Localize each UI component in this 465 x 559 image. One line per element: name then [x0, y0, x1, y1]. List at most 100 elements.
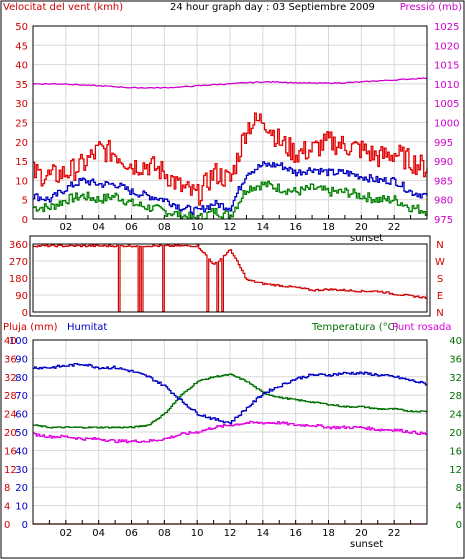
compass-label-n: N: [436, 308, 443, 319]
direction-panel-border: [29, 235, 431, 317]
series-layer: [32, 77, 428, 525]
temperature-tick-label: 8: [456, 483, 462, 494]
wind-axis-title: Velocitat del vent (kmh): [3, 2, 123, 13]
tick-label-layer: 0510152025303540455097598098599099510001…: [4, 22, 462, 539]
temperature-line: [33, 373, 428, 429]
x-tick-label-top: 12: [224, 222, 237, 233]
rain-tick-label: 20: [4, 428, 17, 439]
temperature-tick-label: 28: [449, 391, 462, 402]
x-tick-label-bottom: 08: [158, 528, 171, 539]
humidity-tick-label: 40: [15, 446, 28, 457]
direction-tick-label: 360: [9, 240, 28, 251]
humidity-legend: Humitat: [67, 322, 107, 333]
humidity-tick-label: 90: [15, 354, 28, 365]
humidity-tick-label: 30: [15, 465, 28, 476]
pressure-tick-label: 1005: [434, 99, 459, 110]
x-tick-label-bottom: 16: [289, 528, 302, 539]
wind-direction-line: [33, 244, 428, 313]
x-tick-label-bottom: 12: [224, 528, 237, 539]
humidity-tick-label: 0: [22, 520, 28, 531]
pressure-tick-label: 1000: [434, 119, 459, 130]
x-tick-label-top: 22: [388, 222, 401, 233]
temperature-tick-label: 4: [456, 502, 462, 513]
humidity-tick-label: 20: [15, 483, 28, 494]
wind-gust-line: [33, 112, 428, 206]
pressure-tick-label: 995: [434, 138, 453, 149]
compass-label-e: E: [437, 291, 443, 302]
humidity-line: [33, 362, 428, 425]
temperature-tick-label: 24: [449, 410, 462, 421]
rain-tick-label: 12: [4, 465, 17, 476]
temperature-tick-label: 20: [449, 428, 462, 439]
direction-tick-label: 180: [9, 274, 28, 285]
pressure-tick-label: 1010: [434, 80, 459, 91]
x-tick-label-bottom: 06: [125, 528, 138, 539]
wind-tick-label: 40: [15, 61, 28, 72]
rain-tick-label: 40: [4, 336, 17, 347]
wind-tick-label: 25: [15, 119, 28, 130]
x-tick-label-top: 10: [191, 222, 204, 233]
wind-tick-label: 0: [22, 215, 28, 226]
x-tick-label-bottom: 10: [191, 528, 204, 539]
rain-legend: Pluja (mm): [3, 322, 58, 333]
direction-tick-label: 0: [22, 308, 28, 319]
pressure-tick-label: 990: [434, 157, 453, 168]
pressure-tick-label: 975: [434, 215, 453, 226]
wind-tick-label: 5: [22, 196, 28, 207]
humidity-tick-label: 70: [15, 391, 28, 402]
x-tick-label-top: 04: [92, 222, 105, 233]
chart-title: 24 hour graph day : 03 Septiembre 2009: [170, 2, 375, 13]
temperature-tick-label: 16: [449, 446, 462, 457]
temperature-tick-label: 36: [449, 354, 462, 365]
wind-tick-label: 10: [15, 176, 28, 187]
wind-tick-label: 35: [15, 80, 28, 91]
rain-tick-label: 8: [4, 483, 10, 494]
x-tick-label-top: 14: [256, 222, 269, 233]
rain-tick-label: 16: [4, 446, 17, 457]
humidity-tick-label: 10: [15, 502, 28, 513]
x-tick-label-top: 02: [59, 222, 72, 233]
wind-tick-label: 15: [15, 157, 28, 168]
temperature-tick-label: 0: [456, 520, 462, 531]
humidity-tick-label: 80: [15, 373, 28, 384]
temperature-tick-label: 32: [449, 373, 462, 384]
pressure-tick-label: 985: [434, 176, 453, 187]
sunset-label-top: sunset: [350, 233, 383, 244]
pressure-line: [32, 77, 428, 89]
x-tick-label-top: 08: [158, 222, 171, 233]
wind-tick-label: 45: [15, 41, 28, 52]
compass-label-n: N: [436, 240, 443, 251]
rain-tick-label: 32: [4, 373, 17, 384]
pressure-tick-label: 1025: [434, 22, 459, 33]
x-tick-label-bottom: 14: [256, 528, 269, 539]
pressure-tick-label: 1020: [434, 41, 459, 52]
pressure-tick-label: 980: [434, 196, 453, 207]
humidity-tick-label: 60: [15, 410, 28, 421]
x-tick-label-bottom: 18: [322, 528, 335, 539]
rain-tick-label: 24: [4, 410, 17, 421]
direction-tick-label: 270: [9, 257, 28, 268]
pressure-tick-label: 1015: [434, 61, 459, 72]
compass-label-s: S: [437, 274, 443, 285]
wind-tick-label: 20: [15, 138, 28, 149]
x-tick-label-bottom: 20: [355, 528, 368, 539]
compass-label-w: W: [435, 257, 445, 268]
humidity-tick-label: 50: [15, 428, 28, 439]
temperature-tick-label: 40: [449, 336, 462, 347]
sunset-label-bottom: sunset: [350, 539, 383, 550]
temperature-tick-label: 12: [449, 465, 462, 476]
wind-min-line: [33, 180, 428, 220]
x-tick-label-bottom: 22: [388, 528, 401, 539]
temperature-legend: Temperatura (°C): [311, 322, 399, 333]
rain-tick-label: 0: [4, 520, 10, 531]
x-tick-label-top: 18: [322, 222, 335, 233]
x-tick-label-top: 06: [125, 222, 138, 233]
wind-tick-label: 30: [15, 99, 28, 110]
humidity-tick-label: 100: [9, 336, 28, 347]
x-tick-label-bottom: 02: [59, 528, 72, 539]
dewpoint-legend: Punt rosada: [392, 322, 451, 333]
